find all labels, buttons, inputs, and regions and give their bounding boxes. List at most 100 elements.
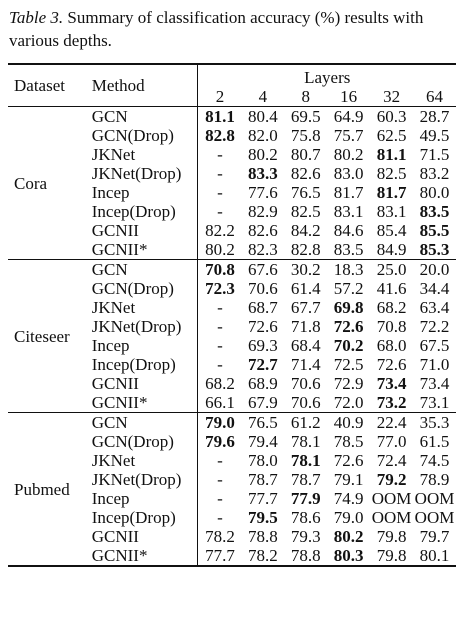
accuracy-cell: - [197,145,242,164]
accuracy-cell: 83.1 [376,202,407,221]
accuracy-cell: 77.7 [197,546,242,566]
accuracy-cell: - [197,164,242,183]
table-row: GCN(Drop) 72.3 70.6 61.4 57.2 41.6 34.4 [8,279,456,298]
header-row-depths: 2 4 8 16 32 64 [8,87,456,107]
accuracy-cell: 72.7 [247,355,278,374]
dataset-label: Pubmed [8,412,92,567]
accuracy-cell: 79.4 [247,432,278,451]
accuracy-cell: 62.5 [376,126,407,145]
accuracy-cell: 20.0 [413,259,456,279]
accuracy-cell: 82.0 [247,126,278,145]
table-row: Incep -77.7 77.9 74.9 OOM OOM [8,489,456,508]
method-label: JKNet(Drop) [91,317,182,336]
accuracy-cell: - [197,202,242,221]
accuracy-cell: 82.5 [290,202,321,221]
accuracy-cell: 80.2 [333,145,364,164]
results-table: Dataset Method Layers 2 4 8 16 32 64 Cor… [8,63,456,567]
accuracy-cell: 79.8 [376,527,407,546]
accuracy-cell: 67.9 [247,393,278,412]
accuracy-cell: 80.2 [197,240,242,260]
caption-label: Table 3. [9,8,64,27]
accuracy-cell: 67.6 [241,259,285,279]
table-row: GCNII 78.2 78.8 79.3 80.2 79.8 79.7 [8,527,456,546]
method-label: JKNet [91,145,136,164]
accuracy-cell: 72.2 [419,317,450,336]
method-label: GCNII* [91,546,148,565]
accuracy-cell: 79.1 [333,470,364,489]
accuracy-cell: 72.6 [333,451,364,470]
accuracy-cell: 78.0 [247,451,278,470]
accuracy-cell: 77.6 [247,183,278,202]
table-row: JKNet -80.2 80.7 80.2 81.1 71.5 [8,145,456,164]
accuracy-cell: 78.7 [247,470,278,489]
accuracy-cell: 77.0 [376,432,407,451]
accuracy-cell: 74.9 [333,489,364,508]
accuracy-cell: 81.7 [333,183,364,202]
accuracy-cell: 73.2 [376,393,407,412]
accuracy-cell: 78.9 [419,470,450,489]
accuracy-cell: 77.9 [290,489,321,508]
accuracy-cell: OOM [371,508,412,527]
accuracy-cell: 73.4 [376,374,407,393]
accuracy-cell: 70.8 [197,259,242,279]
accuracy-cell: 85.3 [419,240,450,259]
accuracy-cell: 72.9 [333,374,364,393]
accuracy-cell: 80.7 [290,145,321,164]
accuracy-cell: 83.0 [333,164,364,183]
method-label: GCN(Drop) [91,279,174,298]
table-row: Incep(Drop) -79.5 78.6 79.0 OOM OOM [8,508,456,527]
table-row: Incep(Drop) -72.7 71.4 72.5 72.6 71.0 [8,355,456,374]
accuracy-cell: 80.2 [333,527,364,546]
table-row: GCNII* 80.2 82.3 82.8 83.5 84.9 85.3 [8,240,456,260]
accuracy-cell: 79.5 [247,508,278,527]
dataset-label: Citeseer [8,259,92,413]
accuracy-cell: 67.7 [290,298,321,317]
accuracy-cell: - [197,317,242,336]
header-method: Method [91,63,198,107]
accuracy-cell: 83.2 [419,164,450,183]
table-row: GCNII 68.2 68.9 70.6 72.9 73.4 73.4 [8,374,456,393]
accuracy-cell: 72.6 [376,355,407,374]
accuracy-cell: 80.0 [419,183,450,202]
method-label: GCN(Drop) [91,432,174,451]
accuracy-cell: 82.3 [247,240,278,259]
header-depth: 2 [197,87,242,107]
accuracy-cell: 82.5 [376,164,407,183]
accuracy-cell: 79.3 [290,527,321,546]
accuracy-cell: 82.8 [197,126,242,145]
accuracy-cell: 72.3 [197,279,242,298]
method-label: JKNet [91,298,136,317]
accuracy-cell: 78.2 [247,546,278,565]
accuracy-cell: 60.3 [370,106,414,126]
accuracy-cell: 83.5 [333,240,364,259]
table-body: Cora GCN 81.1 80.4 69.5 64.9 60.3 28.7 GCN(Drop)… [8,106,456,567]
accuracy-cell: 68.2 [376,298,407,317]
table-row: Citeseer GCN 70.8 67.6 30.2 18.3 25.0 20.0 [8,259,456,413]
accuracy-cell: 71.4 [290,355,321,374]
method-label: Incep [91,489,130,508]
table-row: GCNII* 77.7 78.2 78.8 80.3 79.8 80.1 [8,546,456,566]
accuracy-cell: 78.7 [290,470,321,489]
accuracy-cell: 73.4 [419,374,450,393]
accuracy-cell: 80.4 [241,106,285,126]
accuracy-cell: 78.2 [197,527,242,546]
accuracy-cell: 22.4 [370,412,414,432]
table-row: JKNet -78.0 78.1 72.6 72.4 74.5 [8,451,456,470]
accuracy-cell: 72.0 [333,393,364,412]
results-table-container: Dataset Method Layers 2 4 8 16 32 64 Cor… [8,63,456,567]
accuracy-cell: 82.8 [290,240,321,259]
method-label: GCN(Drop) [91,126,174,145]
caption-text: Summary of classification accuracy (%) r… [9,8,424,50]
method-label: GCNII [91,374,139,393]
table-row: GCNII 82.2 82.6 84.2 84.6 85.4 85.5 [8,221,456,240]
accuracy-cell: - [197,451,242,470]
method-label: Incep(Drop) [91,355,176,374]
accuracy-cell: 18.3 [327,259,371,279]
accuracy-cell: - [197,336,242,355]
method-label: Incep [91,336,130,355]
accuracy-cell: OOM [371,489,412,508]
accuracy-cell: 63.4 [419,298,450,317]
header-dataset: Dataset [8,63,92,107]
accuracy-cell: 61.4 [290,279,321,298]
accuracy-cell: 61.5 [419,432,450,451]
